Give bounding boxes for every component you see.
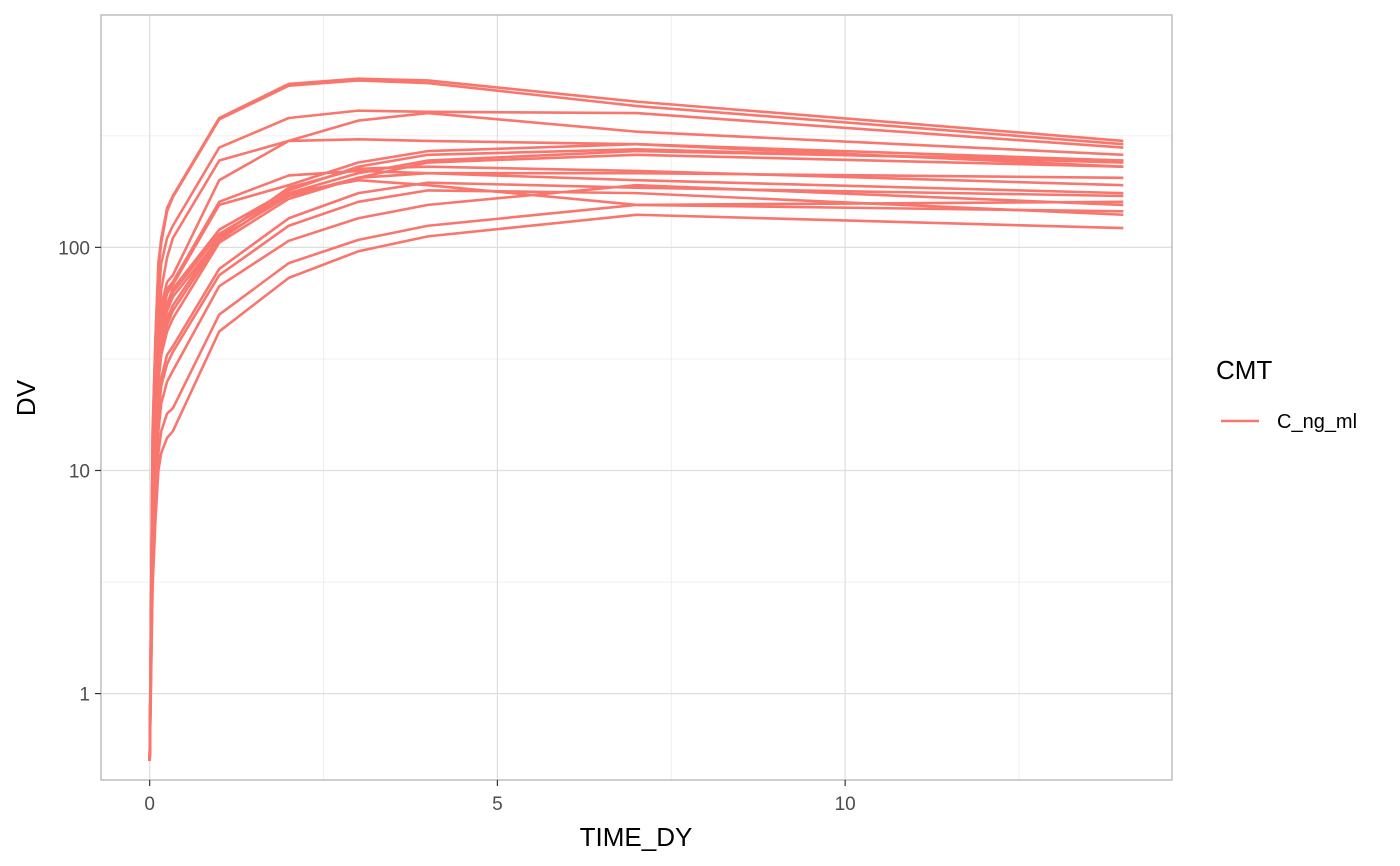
legend-title: CMT [1216,355,1272,385]
x-tick-label: 10 [835,794,856,815]
series-line-18 [148,213,1124,761]
legend-label: C_ng_ml [1277,411,1357,433]
y-tick-label: 1 [79,685,90,706]
y-axis-title: DV [11,379,41,416]
series-line-16 [148,183,1124,761]
series-lines [148,77,1124,761]
legend: CMT C_ng_ml [1216,355,1357,433]
panel-border [100,14,1173,781]
y-axis-ticks: 1 10 100 [58,238,101,706]
minor-grid [101,15,1172,780]
x-tick-label: 5 [492,794,503,815]
y-tick-label: 10 [69,461,90,482]
y-tick-label: 100 [58,238,90,259]
x-axis-ticks: 0 5 10 [144,780,856,815]
x-axis-title: TIME_DY [580,822,693,852]
x-tick-label: 0 [144,794,155,815]
